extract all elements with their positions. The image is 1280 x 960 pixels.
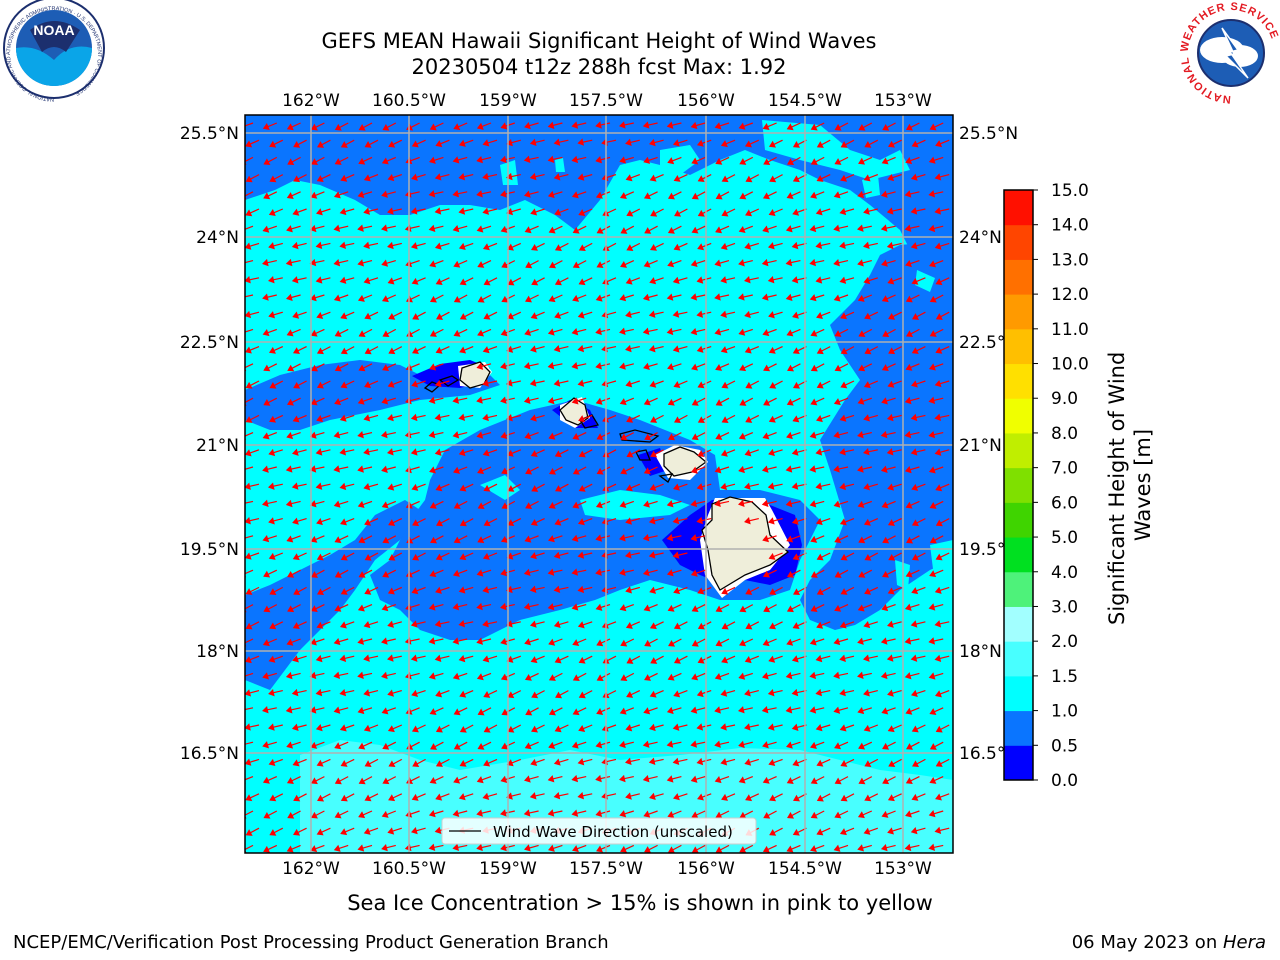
wind-wave-direction-arrows [245, 121, 950, 853]
svg-text:160.5°W: 160.5°W [372, 859, 446, 879]
island-land [423, 361, 790, 591]
island-kahoolawe [658, 473, 674, 483]
island-hawaii [701, 496, 790, 591]
colorbar-tick-label: 8.0 [1051, 424, 1078, 444]
svg-text:25.5°N: 25.5°N [959, 124, 1018, 144]
svg-text:21°N: 21°N [196, 436, 239, 456]
colorbar-segment [1004, 224, 1033, 260]
svg-text:154.5°W: 154.5°W [768, 91, 842, 111]
colorbar-tick-label: 4.0 [1051, 563, 1078, 583]
colorbar-tick-label: 6.0 [1051, 493, 1078, 513]
map-legend: Wind Wave Direction (unscaled) [441, 817, 757, 845]
colorbar-tick-label: 1.0 [1051, 702, 1078, 722]
svg-text:24°N: 24°N [196, 228, 239, 248]
footer-date: 06 May 2023 on Hera [1071, 932, 1266, 953]
svg-text:159°W: 159°W [479, 859, 537, 879]
footer-machine: Hera [1222, 932, 1266, 953]
map-frame [244, 114, 954, 854]
colorbar-tick-label: 7.0 [1051, 459, 1078, 479]
colorbar-tick-label: 3.0 [1051, 597, 1078, 617]
colorbar-tick-label: 0.5 [1051, 736, 1078, 756]
colorbar-segment [1004, 398, 1033, 434]
colorbar-tick-label: 2.0 [1051, 632, 1078, 652]
colorbar-segment [1004, 328, 1033, 365]
colorbar-segment [1004, 502, 1033, 538]
svg-text:18°N: 18°N [196, 642, 239, 662]
lon-ticks-bottom: 162°W 160.5°W 159°W 157.5°W 156°W 154.5°… [282, 859, 932, 879]
svg-text:22.5°N: 22.5°N [180, 333, 239, 353]
lat-ticks-right: 25.5°N 24°N 22.5°N 21°N 19.5°N 18°N 16.5… [959, 124, 1018, 764]
colorbar-tick-label: 15.0 [1051, 181, 1089, 201]
svg-text:25.5°N: 25.5°N [180, 124, 239, 144]
colorbar-segment [1004, 745, 1033, 781]
colorbar-segment [1004, 537, 1033, 573]
chart-title: GEFS MEAN Hawaii Significant Height of W… [321, 29, 877, 53]
colorbar-tick-label: 0.0 [1051, 771, 1078, 791]
svg-text:162°W: 162°W [282, 91, 340, 111]
svg-text:153°W: 153°W [874, 91, 932, 111]
map-area [245, 115, 953, 853]
map-gridlines [245, 115, 953, 853]
colorbar-segment [1004, 641, 1033, 677]
svg-text:160.5°W: 160.5°W [372, 91, 446, 111]
colorbar-segment [1004, 432, 1033, 469]
colorbar-segment [1004, 190, 1033, 226]
sea-ice-note: Sea Ice Concentration > 15% is shown in … [347, 891, 933, 915]
svg-text:153°W: 153°W [874, 859, 932, 879]
colorbar-tick-label: 12.0 [1051, 285, 1089, 305]
svg-text:154.5°W: 154.5°W [768, 859, 842, 879]
colorbar-segment [1004, 710, 1033, 746]
colorbar-segment [1004, 467, 1033, 503]
colorbar-label: Significant Height of Wind Waves [m] [1105, 345, 1155, 625]
colorbar-segment [1004, 363, 1033, 399]
legend-label: Wind Wave Direction (unscaled) [493, 823, 733, 841]
colorbar-tick-label: 14.0 [1051, 216, 1089, 236]
svg-text:18°N: 18°N [959, 642, 1002, 662]
colorbar-segment [1004, 571, 1033, 607]
footer-credit: NCEP/EMC/Verification Post Processing Pr… [13, 932, 609, 953]
svg-text:156°W: 156°W [677, 91, 735, 111]
colorbar-segment [1004, 675, 1033, 712]
svg-text:19.5°N: 19.5°N [180, 540, 239, 560]
colorbar [1003, 189, 1034, 781]
colorbar-ticks: 0.0 0.5 1.0 1.5 2.0 3.0 4.0 5.0 6.0 7.0 8.0 9.0 10.0… [1033, 181, 1089, 791]
wave-field-cyan-patches [480, 120, 953, 590]
colorbar-tick-label: 11.0 [1051, 320, 1089, 340]
colorbar-tick-label: 5.0 [1051, 528, 1078, 548]
svg-text:157.5°W: 157.5°W [569, 859, 643, 879]
island-lanai [635, 449, 651, 461]
svg-text:21°N: 21°N [959, 436, 1002, 456]
svg-text:157.5°W: 157.5°W [569, 91, 643, 111]
svg-text:162°W: 162°W [282, 859, 340, 879]
noaa-logo: NOAA NATIONAL OCEANIC AND ATMOSPHERIC AD… [3, 0, 105, 102]
colorbar-segment [1004, 606, 1033, 642]
colorbar-tick-label: 13.0 [1051, 250, 1089, 270]
svg-text:24°N: 24°N [959, 228, 1002, 248]
svg-text:159°W: 159°W [479, 91, 537, 111]
colorbar-segment [1004, 259, 1033, 295]
nws-logo: NATIONAL WEATHER SERVICE [1179, 1, 1280, 105]
colorbar-tick-label: 10.0 [1051, 355, 1089, 375]
lon-ticks-top: 162°W 160.5°W 159°W 157.5°W 156°W 154.5°… [282, 91, 932, 111]
svg-text:156°W: 156°W [677, 859, 735, 879]
colorbar-tick-label: 9.0 [1051, 389, 1078, 409]
noaa-logo-text: NOAA [33, 22, 74, 38]
svg-text:16.5°N: 16.5°N [180, 744, 239, 764]
chart-subtitle: 20230504 t12z 288h fcst Max: 1.92 [411, 55, 787, 79]
lat-ticks-left: 25.5°N 24°N 22.5°N 21°N 19.5°N 18°N 16.5… [180, 124, 239, 764]
colorbar-segment [1004, 294, 1033, 330]
colorbar-tick-label: 1.5 [1051, 667, 1078, 687]
island-niihau-2 [438, 375, 460, 387]
